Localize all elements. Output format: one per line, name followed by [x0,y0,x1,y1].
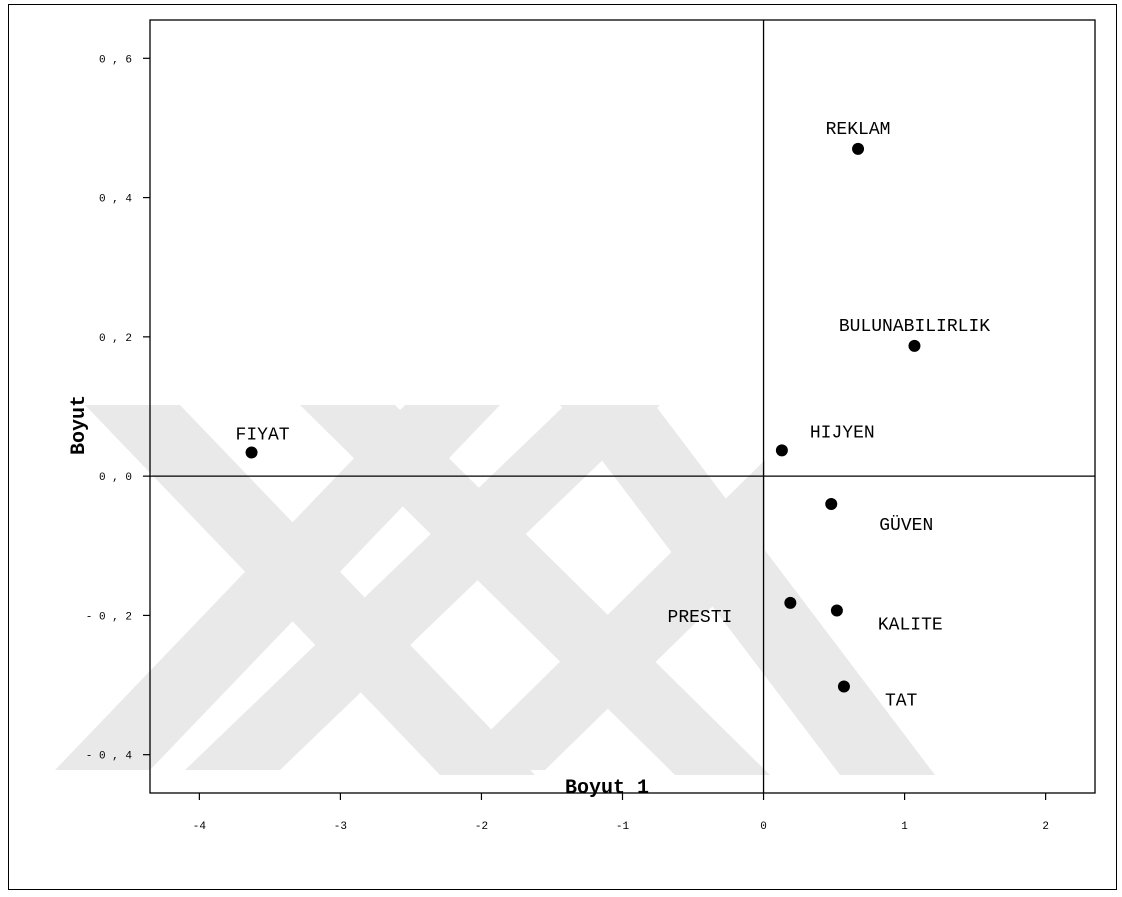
point-label-fiyat: FIYAT [236,425,290,445]
point-label-g-ven: GÜVEN [879,515,933,536]
point-g-ven [825,497,838,510]
x-tick-label: 2 [1042,821,1049,833]
point-label-hijyen: HIJYEN [810,423,875,443]
x-tick-label: -4 [193,821,207,833]
y-axis-ticks: 0 , 6 0 , 4 0 , 2 0 , 0 - 0 , 2 - 0 , 4 [86,54,150,763]
x-tick-label: -1 [616,821,630,833]
x-axis-title: Boyut 1 [565,777,649,800]
point-label-bulunabilirlik: BULUNABILIRLIK [839,317,990,337]
data-points: REKLAM BULUNABILIRLIK FIYAT HIJYEN GÜVEN PRES… [236,120,991,712]
y-tick-label: - 0 , 2 [86,611,132,623]
point-label-tat: TAT [885,691,918,711]
x-tick-label: 0 [760,821,767,833]
point-kalite [830,604,843,617]
point-label-kalite: KALITE [878,616,943,636]
y-tick-label: 0 , 0 [99,472,132,484]
y-tick-label: - 0 , 4 [86,751,133,763]
watermark-logo [55,405,935,775]
x-axis-ticks: -4 -3 -2 -1 0 1 2 [193,793,1049,833]
x-tick-label: -2 [475,821,488,833]
y-tick-label: 0 , 6 [99,54,132,66]
point-hijyen [775,444,788,457]
y-tick-label: 0 , 4 [99,194,132,206]
point-reklam [852,142,865,155]
point-label-presti: PRESTI [668,608,733,628]
y-tick-label: 0 , 2 [99,333,132,345]
x-tick-label: -3 [334,821,347,833]
x-tick-label: 1 [901,821,908,833]
y-axis-title: Boyut [68,395,91,455]
point-fiyat [245,446,258,459]
point-tat [837,680,850,693]
point-label-reklam: REKLAM [826,120,891,140]
point-presti [784,596,797,609]
point-bulunabilirlik [908,339,921,352]
